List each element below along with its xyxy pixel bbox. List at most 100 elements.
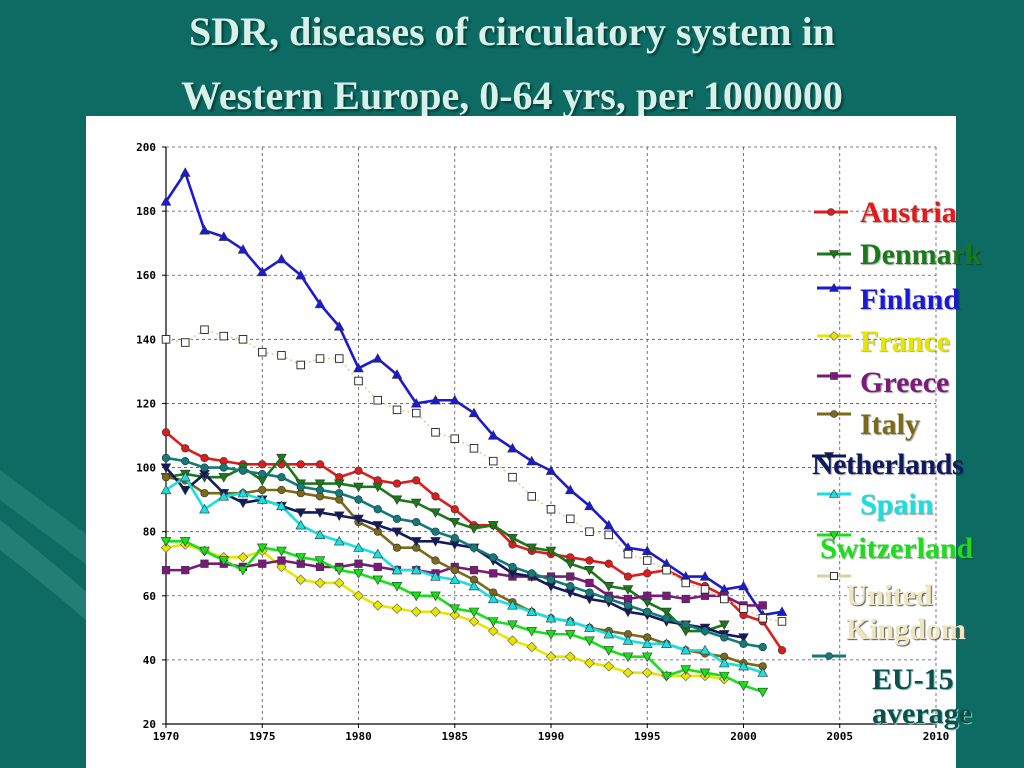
data-point-spain xyxy=(160,484,172,495)
data-point-netherlands xyxy=(430,537,441,547)
data-point-france xyxy=(391,603,403,614)
data-point-netherlands xyxy=(353,514,364,525)
data-point-spain xyxy=(372,548,384,559)
data-point-switzerland xyxy=(333,566,345,576)
x-tick-label: 1995 xyxy=(634,730,661,743)
data-point-finland xyxy=(776,606,788,616)
data-point-united-kingdom xyxy=(431,428,440,437)
data-point-switzerland xyxy=(661,671,672,682)
series-line-united-kingdom xyxy=(165,328,783,623)
data-point-france xyxy=(507,635,518,646)
data-point-spain xyxy=(718,657,730,668)
data-point-finland xyxy=(372,353,384,363)
data-point-united-kingdom xyxy=(373,395,383,405)
data-point-eu-15-average xyxy=(161,453,171,463)
y-tick-label: 200 xyxy=(136,141,156,154)
data-point-austria xyxy=(315,460,325,469)
data-point-switzerland xyxy=(295,553,307,563)
data-point-united-kingdom xyxy=(219,331,228,341)
data-point-france xyxy=(622,667,634,678)
series-eu-15-average xyxy=(161,453,767,652)
data-point-spain xyxy=(391,564,403,575)
data-point-denmark xyxy=(507,533,518,544)
data-point-finland xyxy=(699,571,711,581)
data-point-switzerland xyxy=(179,537,191,547)
data-point-denmark xyxy=(718,620,730,631)
slide-title-line-1: SDR, diseases of circulatory system in xyxy=(189,9,835,54)
data-point-france xyxy=(353,590,364,602)
data-point-spain xyxy=(603,628,615,639)
data-point-eu-15-average xyxy=(238,466,248,475)
data-point-eu-15-average xyxy=(489,553,498,562)
data-point-switzerland xyxy=(468,607,480,618)
data-point-denmark xyxy=(218,473,230,483)
data-point-austria xyxy=(604,559,613,568)
x-tick-label: 1975 xyxy=(249,730,276,743)
data-point-united-kingdom xyxy=(758,613,768,623)
data-point-switzerland xyxy=(160,537,172,547)
data-point-france xyxy=(295,574,306,585)
y-tick-label: 80 xyxy=(143,526,156,539)
data-point-switzerland xyxy=(353,569,364,579)
data-point-finland xyxy=(487,430,499,440)
data-point-netherlands xyxy=(237,498,249,509)
data-point-eu-15-average xyxy=(508,562,517,572)
data-point-eu-15-average xyxy=(296,482,305,491)
data-point-switzerland xyxy=(218,556,230,566)
data-point-finland xyxy=(353,362,364,373)
data-point-united-kingdom xyxy=(508,472,517,482)
data-point-greece xyxy=(489,569,498,578)
data-point-greece xyxy=(469,566,479,575)
data-point-eu-15-average xyxy=(604,594,613,604)
data-point-spain xyxy=(738,660,749,671)
data-point-united-kingdom xyxy=(334,354,344,363)
data-point-austria xyxy=(431,492,440,501)
slide-title: SDR, diseases of circulatory system in W… xyxy=(0,0,1024,128)
data-point-denmark xyxy=(584,566,595,576)
data-point-united-kingdom xyxy=(180,338,190,347)
data-point-finland xyxy=(179,167,191,177)
data-point-finland xyxy=(199,224,210,235)
data-point-eu-15-average xyxy=(315,485,325,495)
data-point-switzerland xyxy=(603,646,615,656)
data-point-eu-15-average xyxy=(643,607,652,616)
data-point-spain xyxy=(314,529,326,539)
data-point-united-kingdom xyxy=(527,492,537,501)
data-point-france xyxy=(430,606,441,618)
data-point-spain xyxy=(295,519,307,530)
data-point-austria xyxy=(200,453,209,463)
data-point-eu-15-average xyxy=(412,517,421,527)
y-tick-label: 20 xyxy=(143,718,156,731)
data-point-finland xyxy=(584,500,595,511)
data-point-austria xyxy=(161,428,171,437)
x-tick-label: 1980 xyxy=(345,730,372,743)
data-point-eu-15-average xyxy=(739,639,748,648)
data-point-denmark xyxy=(468,524,480,534)
data-point-spain xyxy=(353,542,364,552)
data-point-united-kingdom xyxy=(662,565,671,575)
data-point-netherlands xyxy=(410,537,422,547)
data-point-eu-15-average xyxy=(450,533,459,543)
data-point-netherlands xyxy=(314,508,326,518)
data-point-finland xyxy=(410,398,422,408)
data-point-spain xyxy=(179,471,191,482)
data-point-austria xyxy=(296,460,305,469)
data-point-greece xyxy=(200,559,209,568)
data-point-united-kingdom xyxy=(469,444,479,453)
data-point-eu-15-average xyxy=(758,642,767,652)
data-point-switzerland xyxy=(199,546,210,557)
data-point-italy xyxy=(277,485,286,495)
data-point-finland xyxy=(237,244,249,254)
series-spain xyxy=(160,471,769,677)
data-point-switzerland xyxy=(237,566,249,576)
data-point-spain xyxy=(622,635,634,645)
data-point-united-kingdom xyxy=(296,360,305,370)
data-point-finland xyxy=(218,231,230,241)
data-point-finland xyxy=(333,321,345,331)
data-point-eu-15-average xyxy=(431,527,440,536)
data-point-spain xyxy=(449,574,461,584)
y-tick-label: 40 xyxy=(143,654,156,667)
data-point-greece xyxy=(681,594,690,604)
data-point-italy xyxy=(258,485,267,495)
data-point-eu-15-average xyxy=(720,633,729,642)
